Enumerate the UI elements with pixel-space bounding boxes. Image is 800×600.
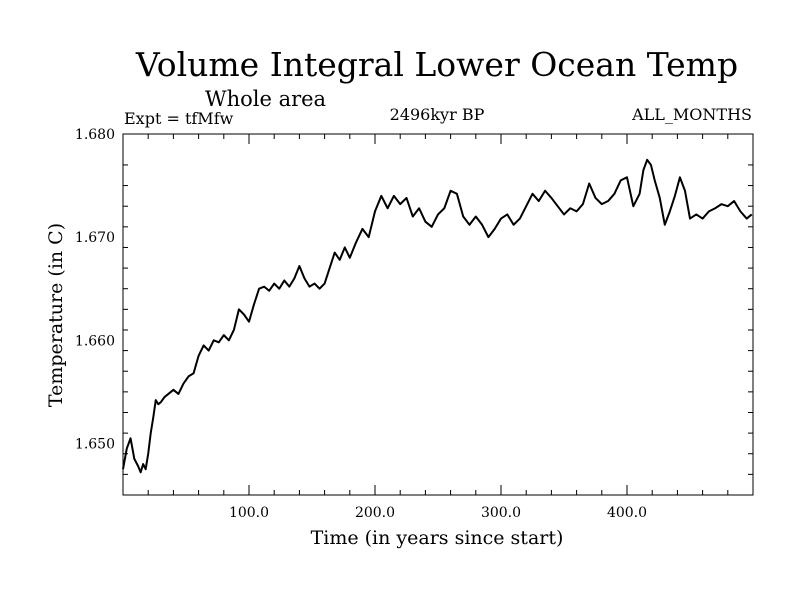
- y-axis-label: Temperature (in C): [45, 223, 67, 407]
- x-axis-label: Time (in years since start): [311, 527, 564, 549]
- x-tick-label: 400.0: [607, 505, 647, 521]
- x-tick-label: 100.0: [229, 505, 269, 521]
- axis-tick-labels: 100.0 200.0 300.0 400.0 1.650 1.660 1.670 1.680: [75, 127, 647, 521]
- months-label: ALL_MONTHS: [631, 105, 752, 124]
- x-tick-label: 200.0: [355, 505, 395, 521]
- expt-label: Expt = tfMfw: [124, 109, 234, 128]
- period-label: 2496kyr BP: [390, 105, 485, 124]
- plot-frame: [122, 133, 754, 496]
- y-tick-label: 1.680: [75, 127, 115, 143]
- series-line-tfMfw: [122, 158, 753, 474]
- y-tick-label: 1.670: [75, 230, 115, 246]
- y-tick-label: 1.650: [75, 436, 115, 452]
- y-tick-label: 1.660: [75, 333, 115, 349]
- x-tick-label: 300.0: [481, 505, 521, 521]
- chart-title: Volume Integral Lower Ocean Temp: [135, 45, 738, 84]
- chart-subtitle: Whole area: [205, 87, 326, 111]
- axis-ticks: [123, 134, 753, 495]
